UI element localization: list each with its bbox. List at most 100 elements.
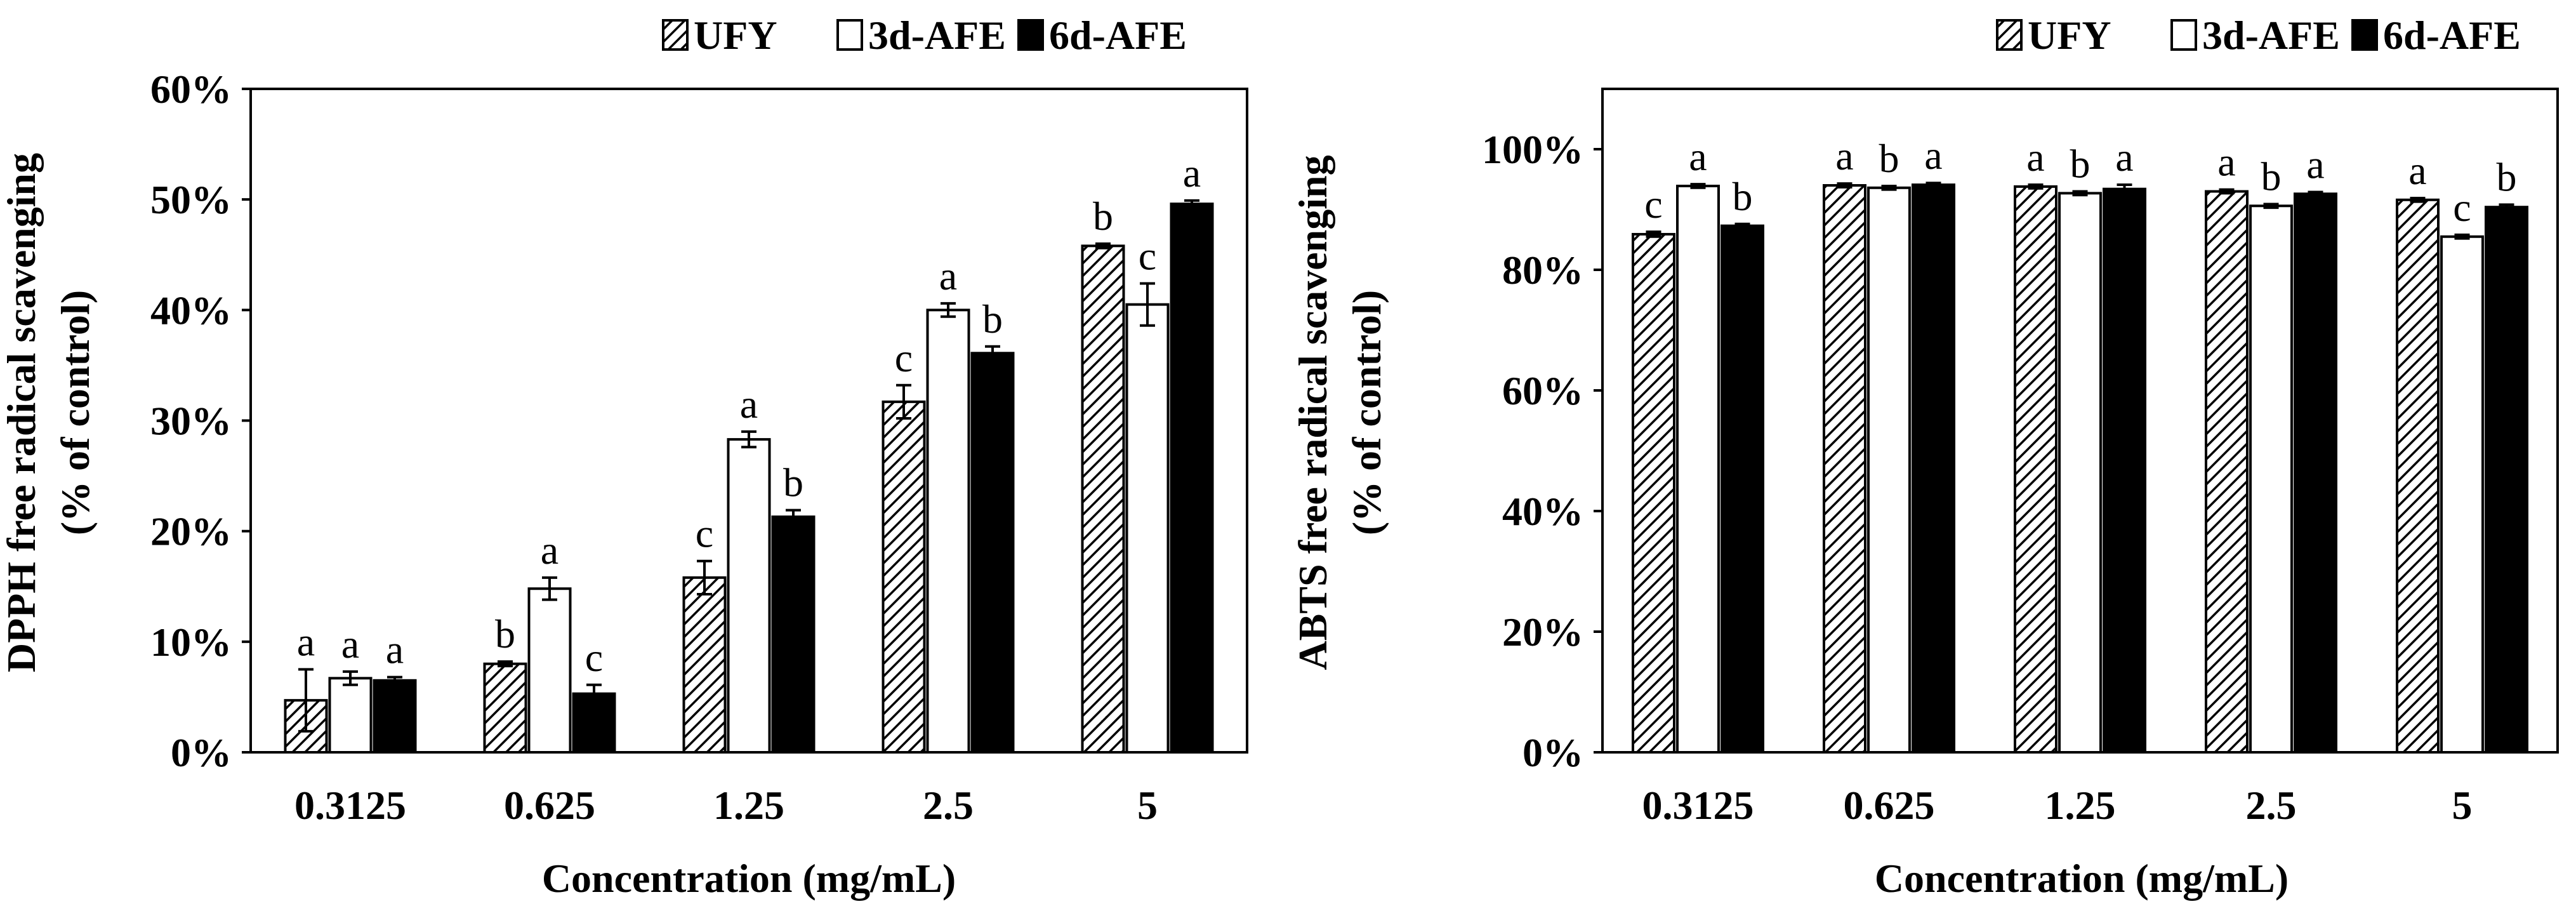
bar-ufy-5 [2396,198,2440,754]
significance-letter: a [1835,133,1853,178]
significance-letter: a [1689,134,1707,179]
significance-letter: a [1183,150,1201,196]
bar-ufy-0.625 [1823,184,1866,754]
significance-letter: a [939,253,957,298]
significance-letter: b [1733,174,1753,219]
bar-ufy-1.25 [2014,185,2057,754]
abts-chart-panel: 0%20%40%60%80%100%0.3125 0.625 1.25 2.5 5ca a… [1290,13,2559,901]
bar-ufy-0.3125 [1632,232,1675,754]
significance-letter: b [1879,136,1899,181]
significance-letter: a [2115,135,2133,180]
y-axis-subtitle: (% of control) [1344,290,1389,535]
significance-letter: b [2497,154,2517,199]
legend-swatch-3d-afe [836,19,863,51]
significance-letter: a [297,619,315,664]
y-tick-label: 80% [1502,248,1583,293]
x-tick-label: 5 [1137,783,1158,828]
bar-6d-afe-1.25 [771,515,816,754]
bar-3d-afe-2.5 [926,309,970,754]
legend-swatch-ufy [1996,19,2023,51]
y-tick-label: 30% [150,399,232,444]
y-tick-label: 40% [150,288,232,333]
x-tick-label: 0.3125 [294,783,406,828]
significance-letter: c [2453,185,2471,230]
significance-letter: a [2306,142,2324,187]
bar-3d-afe-0.3125 [328,677,373,754]
bar-ufy-5 [1081,244,1125,754]
bar-3d-afe-2.5 [2249,204,2293,754]
bar-ufy-0.625 [483,662,527,754]
significance-letter: b [495,611,515,656]
significance-letter: a [386,627,404,672]
bar-6d-afe-0.625 [1912,183,1955,754]
bar-6d-afe-5 [1170,203,1214,754]
bar-3d-afe-0.625 [1867,186,1911,754]
bar-6d-afe-2.5 [970,352,1015,754]
x-tick-label: 2.5 [923,783,974,828]
y-axis-title: ABTS free radical scavenging [1290,155,1335,670]
bar-3d-afe-0.3125 [1676,184,1720,754]
legend-label-ufy: UFY [694,13,777,58]
y-tick-label: 60% [150,67,232,112]
y-tick-label: 100% [1482,127,1583,172]
significance-letter: c [895,335,913,380]
legend-swatch-6d-afe [1017,19,1044,51]
bar-ufy-2.5 [2205,190,2249,754]
y-tick-label: 10% [150,620,232,665]
y-tick-label: 0% [171,730,232,775]
significance-letter: a [1924,133,1942,178]
y-axis-title: DPPH free radical scavenging [0,153,44,672]
significance-letter: c [696,511,713,556]
bar-6d-afe-5 [2485,206,2528,754]
y-axis-subtitle: (% of control) [53,290,98,535]
significance-letter: b [783,460,803,505]
x-tick-label: 1.25 [2045,783,2116,828]
legend-label-ufy: UFY [2028,13,2111,58]
x-tick-label: 5 [2452,783,2473,828]
bar-3d-afe-5 [1125,303,1170,754]
legend-swatch-3d-afe [2170,19,2197,51]
bar-3d-afe-1.25 [727,438,771,754]
dpph-chart-panel: 0% 10% 20% 30% 40% 50% 60% 0.3125 0.625 1.25 2.5 5 a… [0,13,1248,901]
y-tick-label: 60% [1502,368,1583,413]
significance-letter: a [2217,140,2235,185]
y-tick-label: 50% [150,177,232,222]
significance-letter: c [1139,234,1156,279]
significance-letter: a [341,622,359,667]
y-tick-label: 40% [1502,489,1583,534]
significance-letter: b [2261,154,2282,199]
significance-letter: a [740,382,758,427]
significance-letter: a [541,528,558,573]
bar-6d-afe-1.25 [2103,187,2146,754]
x-tick-label: 0.625 [1844,783,1935,828]
y-tick-label: 20% [150,509,232,554]
bar-3d-afe-5 [2440,235,2484,754]
x-axis-title: Concentration (mg/mL) [1875,856,2289,901]
y-tick-label: 20% [1502,609,1583,655]
legend-label-3d-afe: 3d-AFE [2202,13,2340,58]
legend-label-6d-afe: 6d-AFE [1049,13,1187,58]
bar-ufy-2.5 [882,400,926,754]
bar-6d-afe-2.5 [2294,192,2337,754]
bar-ufy-1.25 [682,576,727,754]
legend-label-6d-afe: 6d-AFE [2383,13,2521,58]
x-tick-label: 1.25 [713,783,784,828]
legend-swatch-6d-afe [2351,19,2378,51]
x-tick-label: 0.625 [504,783,595,828]
bar-3d-afe-1.25 [2058,192,2102,754]
significance-letter: c [1644,182,1662,227]
significance-letter: b [1093,194,1113,239]
x-tick-label: 0.3125 [1642,783,1754,828]
bar-6d-afe-0.3125 [1721,224,1764,754]
bar-6d-afe-0.3125 [373,679,417,754]
bar-3d-afe-0.625 [527,587,572,754]
significance-letter: a [2026,135,2044,180]
significance-letter: c [585,635,603,680]
significance-letter: a [2408,148,2426,193]
legend-label-3d-afe: 3d-AFE [868,13,1006,58]
x-tick-label: 2.5 [2246,783,2297,828]
y-tick-label: 0% [1522,730,1583,775]
x-axis-title: Concentration (mg/mL) [542,856,956,901]
legend-swatch-ufy [662,19,689,51]
